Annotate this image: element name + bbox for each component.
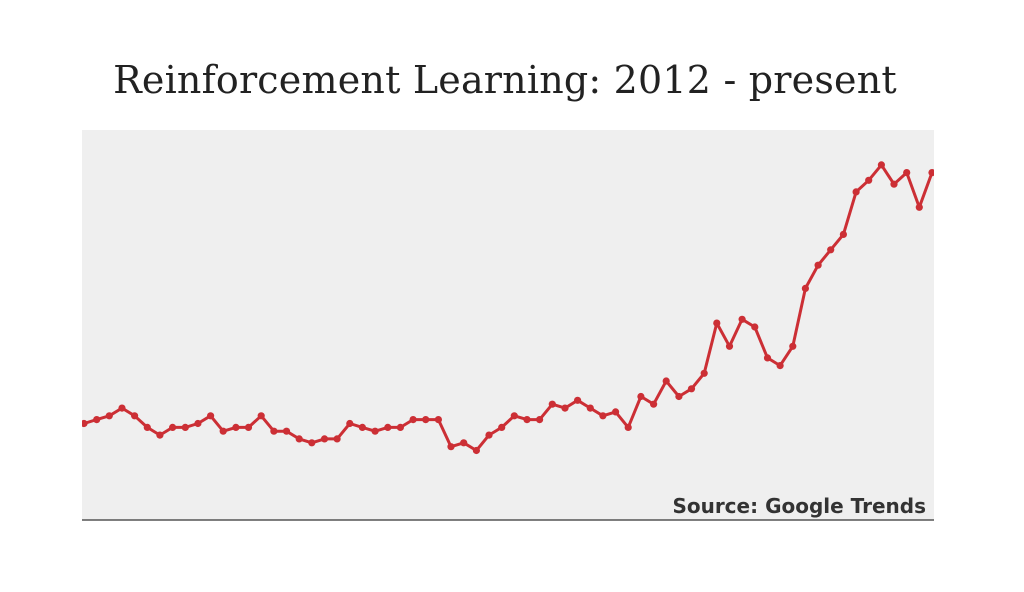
data-point (485, 431, 493, 439)
data-point (789, 342, 797, 350)
data-point (903, 169, 911, 177)
data-point (624, 423, 632, 431)
data-point (270, 427, 278, 435)
data-point (687, 385, 696, 393)
data-point (548, 400, 556, 408)
data-point (333, 435, 341, 443)
data-point (244, 423, 253, 431)
data-point (156, 431, 164, 439)
data-point (169, 423, 177, 431)
data-point (574, 396, 582, 404)
data-point (536, 416, 544, 424)
data-point (409, 416, 417, 424)
data-point (194, 419, 202, 428)
data-point (650, 400, 658, 408)
data-point (282, 427, 291, 435)
data-point (713, 319, 721, 327)
data-point (295, 435, 303, 443)
data-point (612, 408, 620, 416)
data-point (827, 246, 835, 254)
data-point (599, 412, 607, 420)
data-point (776, 362, 784, 370)
data-point (460, 439, 468, 447)
data-point (219, 427, 227, 435)
line-chart: Source: Google Trends (82, 130, 934, 521)
data-point (510, 412, 518, 420)
data-point (257, 412, 265, 420)
data-point (839, 230, 848, 238)
data-point (396, 423, 404, 431)
data-point (118, 404, 126, 412)
data-point (915, 203, 923, 211)
data-point (308, 439, 316, 447)
data-point (232, 423, 240, 431)
source-note: Source: Google Trends (672, 494, 926, 518)
data-point (320, 435, 329, 443)
data-point (93, 416, 101, 424)
data-point (751, 323, 759, 331)
data-point (181, 423, 189, 431)
data-point (434, 416, 442, 424)
data-point (586, 404, 594, 412)
data-point (523, 416, 531, 424)
data-point (422, 416, 430, 424)
data-point (358, 423, 366, 431)
data-points-layer (82, 161, 934, 455)
data-point (763, 354, 772, 362)
plot-background (82, 130, 934, 520)
data-point (346, 419, 354, 428)
data-point (384, 423, 392, 431)
data-point (472, 446, 480, 455)
data-point (498, 423, 506, 431)
data-point (82, 419, 88, 428)
data-point (131, 412, 139, 420)
data-point (700, 369, 708, 377)
chart-area: Source: Google Trends (82, 130, 934, 522)
data-point (890, 180, 898, 188)
data-point (207, 412, 215, 420)
data-point (877, 161, 886, 169)
data-point (105, 412, 113, 420)
data-point (371, 427, 379, 435)
data-point (725, 342, 734, 350)
data-point (738, 315, 746, 323)
data-point (675, 392, 683, 401)
data-point (801, 284, 810, 292)
data-point (662, 377, 670, 385)
data-point (852, 188, 860, 196)
data-point (814, 261, 822, 269)
data-point (447, 443, 455, 451)
data-point (143, 423, 151, 431)
data-point (637, 392, 645, 401)
chart-title: Reinforcement Learning: 2012 - present (113, 58, 897, 102)
data-point (865, 176, 873, 184)
data-point (928, 169, 934, 177)
data-point (561, 404, 569, 412)
